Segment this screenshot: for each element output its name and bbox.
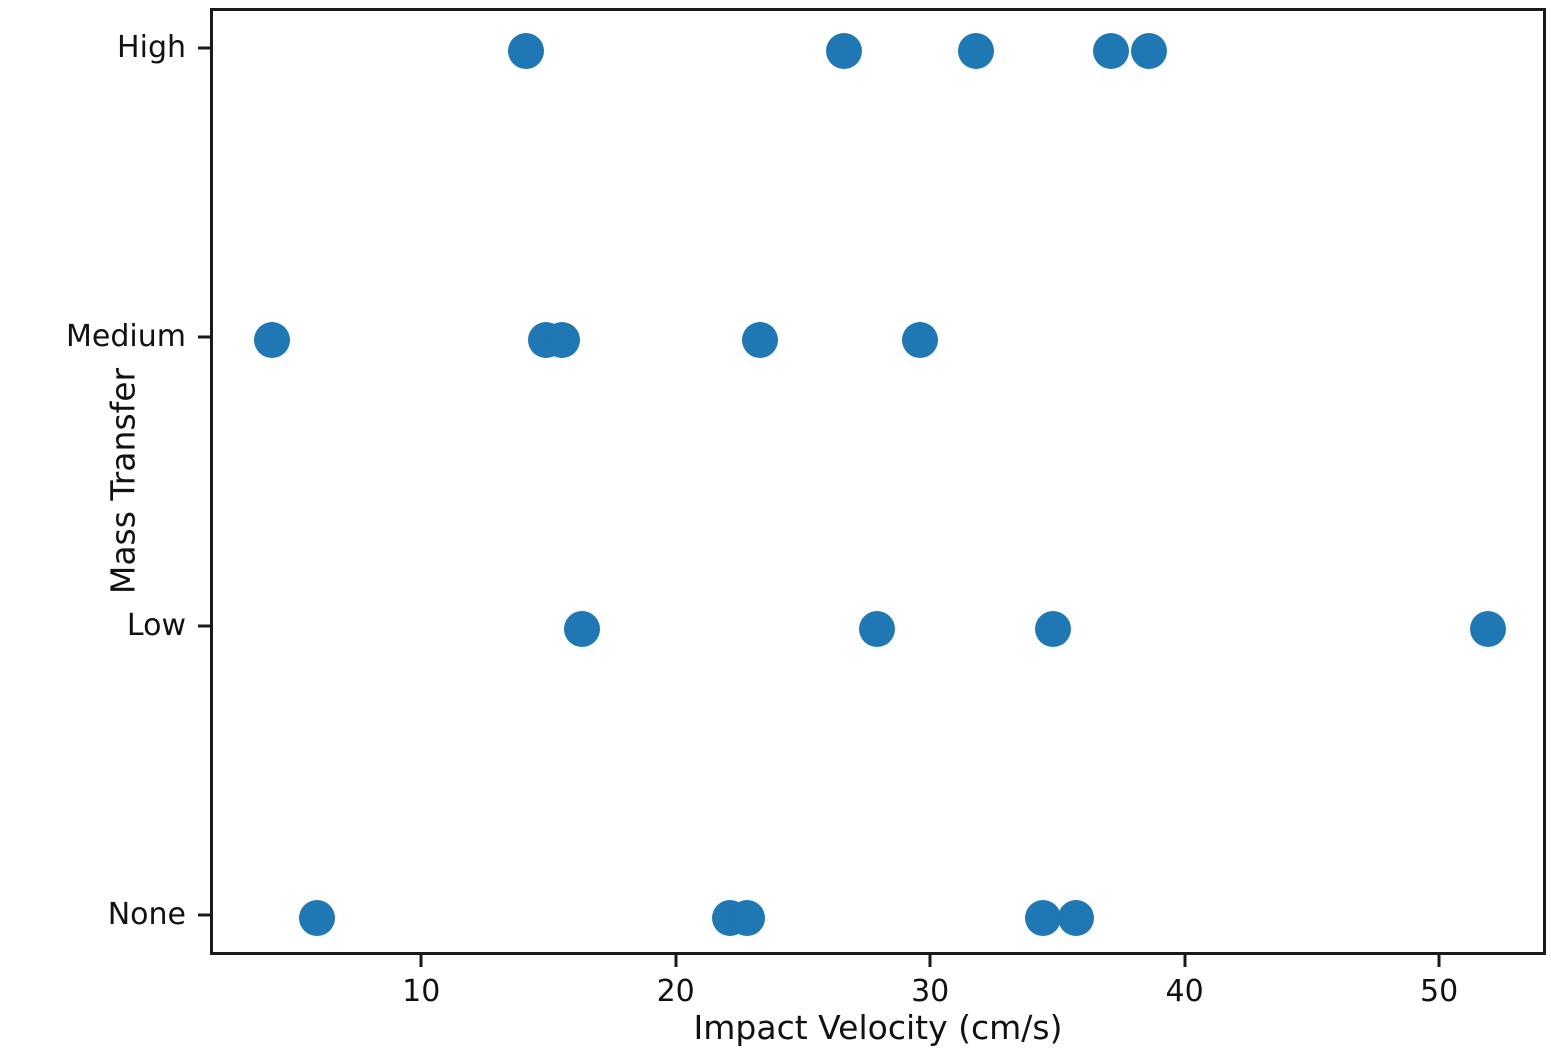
data-point bbox=[729, 899, 766, 936]
y-tick-mark bbox=[198, 46, 210, 50]
x-tick-mark bbox=[674, 955, 678, 967]
x-tick-label: 40 bbox=[1165, 974, 1204, 1009]
y-axis-label: Mass Transfer bbox=[103, 367, 143, 595]
data-point bbox=[1131, 33, 1168, 70]
x-tick-mark bbox=[1183, 955, 1187, 967]
x-tick-mark bbox=[419, 955, 423, 967]
data-point bbox=[958, 33, 995, 70]
data-point bbox=[253, 322, 290, 359]
x-tick-label: 30 bbox=[911, 974, 950, 1009]
y-tick-label-medium: Medium bbox=[66, 319, 186, 355]
data-point bbox=[1057, 899, 1094, 936]
data-point bbox=[1469, 610, 1506, 647]
data-point bbox=[563, 610, 600, 647]
x-tick-label: 20 bbox=[656, 974, 695, 1009]
x-axis-label: Impact Velocity (cm/s) bbox=[693, 1008, 1063, 1047]
data-point bbox=[902, 322, 939, 359]
data-point bbox=[859, 610, 896, 647]
data-point bbox=[826, 33, 863, 70]
x-tick-label: 50 bbox=[1420, 974, 1459, 1009]
data-point bbox=[543, 322, 580, 359]
y-tick-mark bbox=[198, 335, 210, 339]
x-tick-mark bbox=[928, 955, 932, 967]
x-tick-label: 10 bbox=[402, 974, 441, 1009]
data-point bbox=[742, 322, 779, 359]
data-point bbox=[1093, 33, 1130, 70]
data-point bbox=[508, 33, 544, 70]
data-point bbox=[299, 899, 336, 936]
x-tick-mark bbox=[1437, 955, 1441, 967]
y-tick-mark bbox=[198, 624, 210, 628]
data-point bbox=[1024, 899, 1061, 936]
data-point bbox=[1034, 610, 1071, 647]
plot-area bbox=[210, 8, 1546, 955]
y-tick-label-none: None bbox=[107, 896, 186, 932]
y-tick-mark bbox=[198, 913, 210, 917]
y-tick-label-high: High bbox=[117, 30, 186, 66]
y-tick-label-low: Low bbox=[126, 607, 186, 643]
